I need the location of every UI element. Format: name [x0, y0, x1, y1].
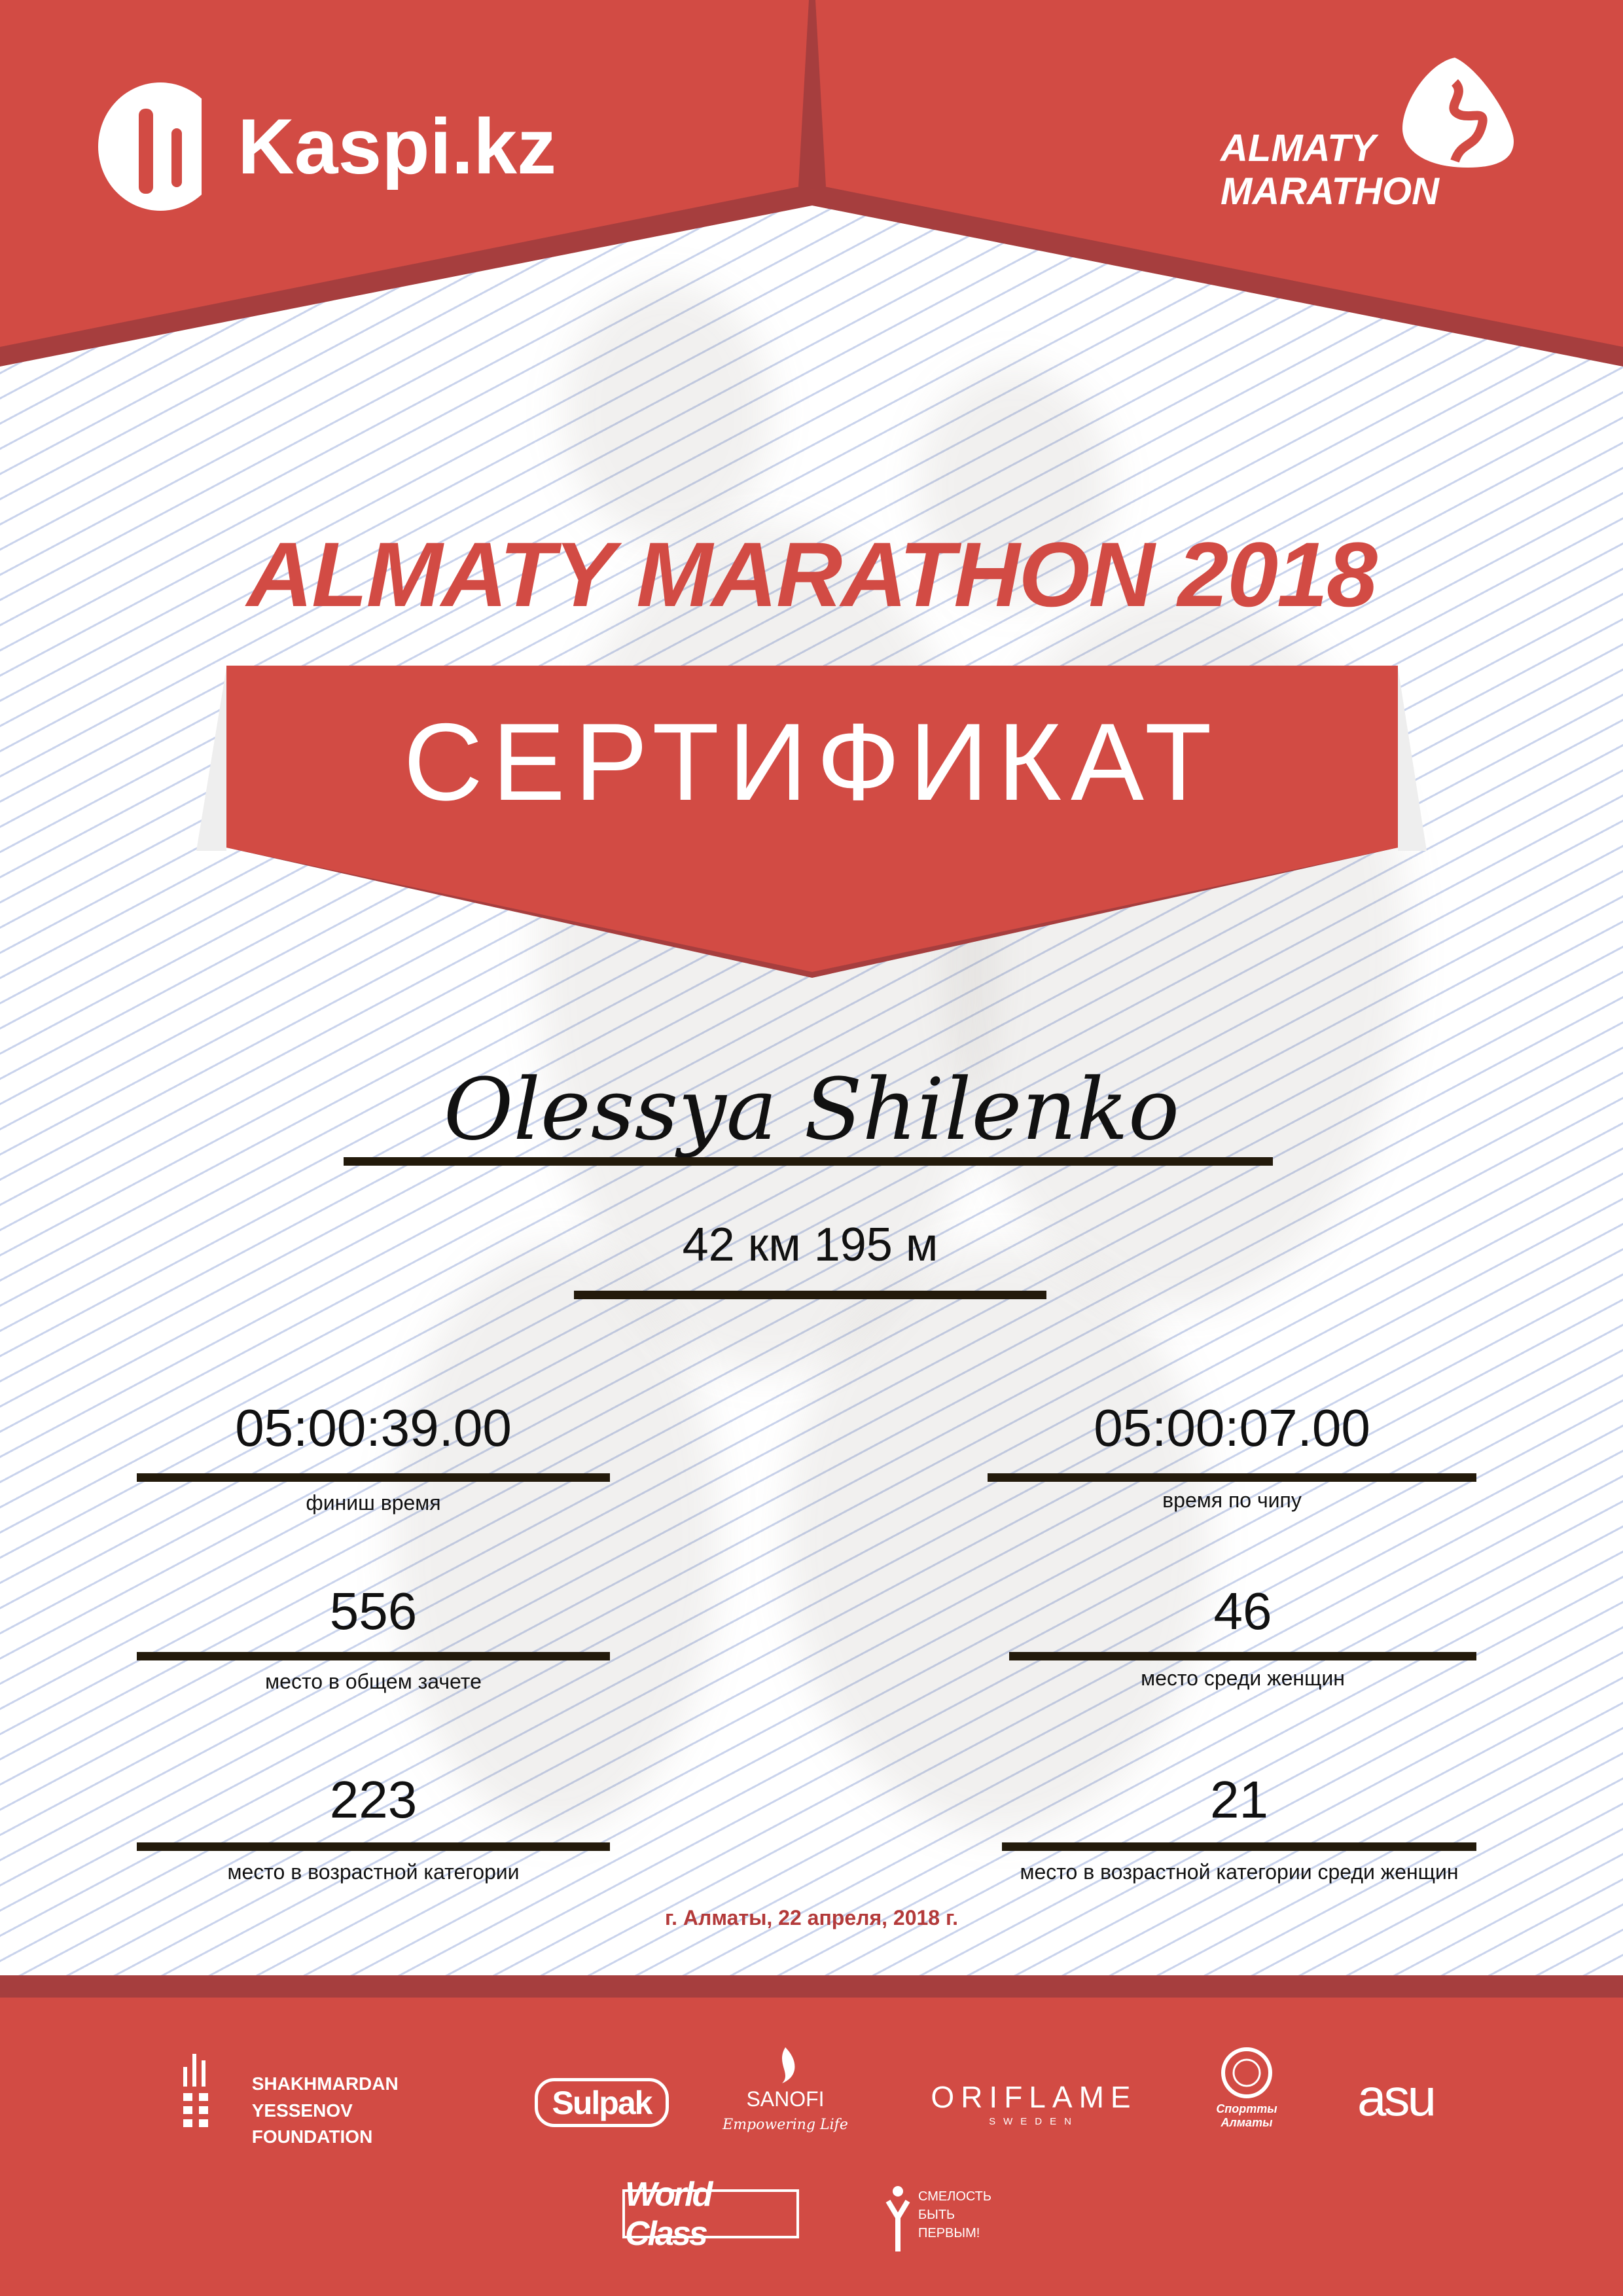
- logo-line-marathon: MARATHON: [1221, 170, 1439, 213]
- result-value: 05:00:39.00: [235, 1399, 512, 1457]
- result-value: 556: [329, 1582, 418, 1640]
- sport-almaty-emblem-icon: [1221, 2047, 1272, 2098]
- yessenov-name: SHAKHMARDAN YESSENOV: [251, 2073, 399, 2121]
- result-underline: [137, 1652, 610, 1660]
- result-label: место в общем зачете: [265, 1670, 482, 1693]
- footer-shadow-band: [0, 1975, 1623, 1999]
- participant-name: Olessya Shilenko: [443, 1060, 1180, 1159]
- result-label: время по чипу: [1162, 1488, 1302, 1512]
- oriflame-sub: SWEDEN: [989, 2115, 1079, 2127]
- oriflame-text: ORIFLAME: [931, 2079, 1137, 2114]
- result-label: финиш время: [306, 1491, 441, 1515]
- distance-underline: [574, 1291, 1046, 1299]
- result-label: место в возрастной категории: [227, 1860, 520, 1884]
- smelost-logo: СМЕЛОСТЬ БЫТЬ ПЕРВЫМ!: [868, 2178, 1006, 2251]
- kaspi-person-icon: [98, 82, 202, 211]
- asu-logo: asu: [1345, 2068, 1446, 2127]
- distance: 42 км 195 м: [682, 1219, 938, 1271]
- sanofi-text: SANOFI: [746, 2087, 825, 2111]
- yessenov-bars-icon: [183, 2053, 208, 2127]
- result-underline: [137, 1842, 610, 1851]
- result-underline: [1002, 1842, 1476, 1851]
- sport-almaty-text: Спортты Алматы: [1216, 2102, 1277, 2129]
- result-underline: [137, 1473, 610, 1482]
- sanofi-bird-icon: [782, 2047, 795, 2083]
- result-value: 21: [1210, 1770, 1268, 1829]
- sanofi-logo: SANOFI Empowering Life: [720, 2041, 851, 2139]
- asu-text: asu: [1357, 2068, 1436, 2126]
- kaspi-logo: Kaspi.kz: [98, 82, 556, 211]
- smelost-text: СМЕЛОСТЬ БЫТЬ ПЕРВЫМ!: [918, 2189, 992, 2240]
- event-title: ALMATY MARATHON 2018: [247, 523, 1378, 626]
- issue-date: г. Алматы, 22 апреля, 2018 г.: [665, 1906, 958, 1929]
- result-label: место среди женщин: [1141, 1666, 1345, 1690]
- name-underline: [344, 1157, 1273, 1166]
- sulpak-text: Sulpak: [552, 2084, 653, 2121]
- certificate-heading: СЕРТИФИКАТ: [403, 700, 1221, 823]
- yessenov-foundation: FOUNDATION: [251, 2126, 373, 2147]
- almaty-marathon-logo: ALMATY MARATHON: [1217, 56, 1518, 213]
- header-chevron: [0, 0, 1623, 367]
- runner-drop-icon: [1402, 58, 1514, 168]
- result-underline: [1009, 1652, 1476, 1660]
- sport-almaty-logo: Спортты Алматы: [1194, 2041, 1299, 2132]
- yessenov-foundation-logo: SHAKHMARDAN YESSENOV FOUNDATION: [183, 2052, 471, 2147]
- sanofi-tagline: Empowering Life: [722, 2116, 848, 2133]
- result-value: 46: [1213, 1582, 1272, 1640]
- world-class-logo: World Class: [622, 2176, 799, 2253]
- sulpak-logo: Sulpak: [535, 2078, 669, 2127]
- result-value: 05:00:07.00: [1094, 1399, 1370, 1457]
- certificate-banner: [196, 666, 1427, 978]
- logo-line-almaty: ALMATY: [1221, 127, 1376, 170]
- result-underline: [988, 1473, 1476, 1482]
- result-label: место в возрастной категории среди женщи…: [1020, 1860, 1459, 1884]
- world-class-text: World Class: [625, 2175, 713, 2253]
- oriflame-logo: ORIFLAME SWEDEN: [923, 2081, 1145, 2127]
- result-value: 223: [329, 1770, 418, 1829]
- footer-partners: [0, 1998, 1623, 2296]
- kaspi-logo-text: Kaspi.kz: [238, 103, 556, 190]
- smelost-figure-icon: [885, 2186, 910, 2251]
